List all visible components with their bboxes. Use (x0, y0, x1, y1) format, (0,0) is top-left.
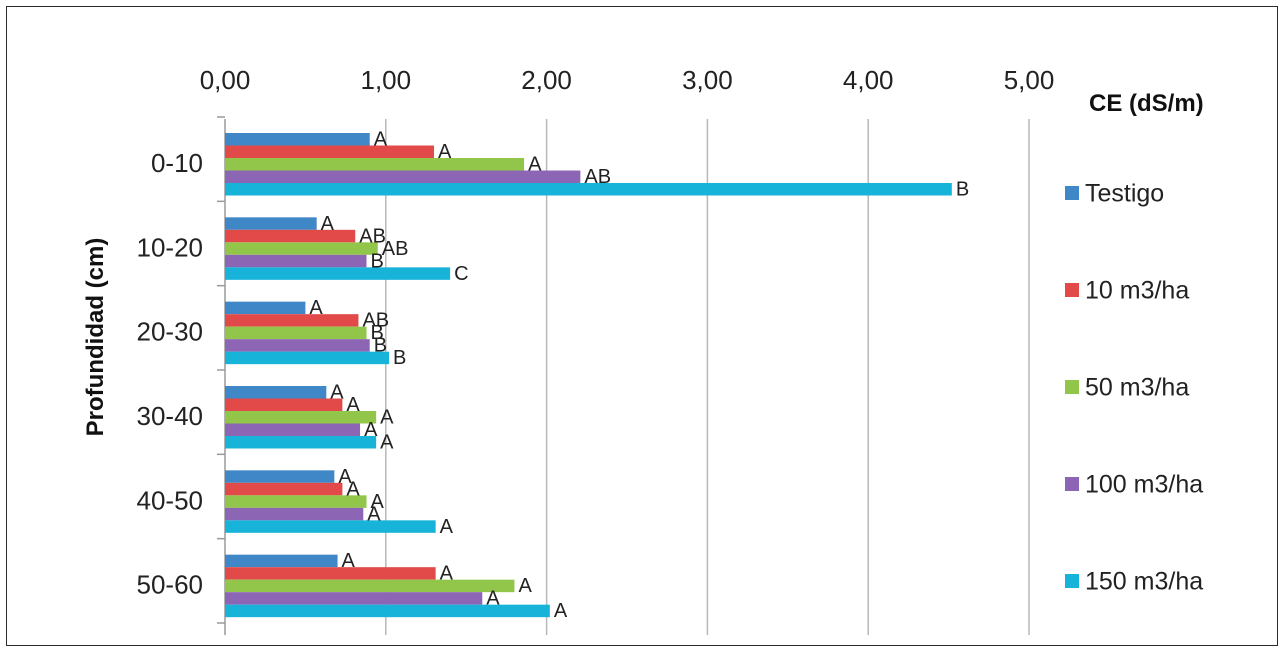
bar (225, 267, 451, 280)
grid-lines (224, 119, 1030, 635)
bar (225, 436, 377, 449)
x-tick-label: 4,00 (843, 65, 894, 95)
bar (225, 145, 435, 158)
data-label: A (364, 419, 378, 441)
x-axis-ticks: 0,00 1,00 2,00 3,00 4,00 5,00 (200, 65, 1055, 95)
data-label: A (380, 432, 394, 454)
data-label: A (440, 563, 454, 585)
data-label: AB (362, 310, 389, 332)
legend-label: 150 m3/ha (1085, 568, 1203, 596)
bar-chart: 0,00 1,00 2,00 3,00 4,00 5,00 0-10 10-20 20-30 3… (82, 65, 1204, 635)
bar (225, 592, 483, 605)
bar (225, 482, 343, 496)
bar (225, 133, 370, 146)
bar (225, 339, 370, 352)
data-label: A (346, 478, 360, 500)
legend-swatch (1065, 380, 1079, 394)
legend: Testigo 10 m3/ha 50 m3/ha 100 m3/ha 150 m3/h… (1065, 180, 1203, 596)
bar (225, 507, 364, 521)
bar (225, 183, 952, 196)
x-tick-label: 3,00 (682, 65, 733, 95)
bar (225, 229, 356, 243)
bar (225, 495, 367, 508)
bar (225, 411, 377, 424)
data-label: A (518, 575, 532, 597)
y-axis-title: Profundidad (cm) (82, 238, 109, 437)
data-label: B (371, 250, 384, 272)
x-tick-label: 2,00 (521, 65, 572, 95)
y-tick-label: 40-50 (137, 485, 204, 515)
y-tick-label: 30-40 (137, 401, 204, 431)
bar (225, 470, 335, 483)
legend-swatch (1065, 283, 1079, 297)
y-tick-label: 10-20 (137, 232, 204, 262)
legend-label: 50 m3/ha (1085, 374, 1189, 402)
y-tick-label: 50-60 (137, 570, 204, 600)
bar (225, 217, 317, 230)
data-label: A (338, 466, 352, 488)
data-label: A (346, 394, 360, 416)
bar (225, 520, 436, 533)
x-axis-title: CE (dS/m) (1089, 90, 1204, 117)
data-label: A (367, 503, 381, 525)
data-label: A (330, 382, 344, 404)
bar (225, 567, 436, 580)
x-tick-label: 5,00 (1004, 65, 1055, 95)
figure-frame: 0,00 1,00 2,00 3,00 4,00 5,00 0-10 10-20 20-30 3… (6, 6, 1278, 646)
data-label: A (440, 516, 454, 538)
legend-label: Testigo (1085, 180, 1164, 208)
data-label: A (371, 491, 385, 513)
x-tick-label: 1,00 (360, 65, 411, 95)
bar (225, 314, 359, 327)
bar (225, 170, 581, 183)
bar (225, 326, 367, 340)
data-label: A (309, 297, 323, 319)
y-tick-label: 20-30 (137, 317, 204, 347)
bar (225, 254, 367, 268)
bar (225, 579, 515, 593)
bar (225, 242, 378, 255)
legend-label: 10 m3/ha (1085, 277, 1189, 305)
bars-group (225, 133, 952, 618)
bar (225, 351, 390, 365)
data-label: A (554, 600, 568, 622)
y-tick-label: 0-10 (151, 148, 203, 178)
legend-swatch (1065, 574, 1079, 588)
bar (225, 423, 361, 436)
y-axis-ticks: 0-10 10-20 20-30 30-40 40-50 50-60 (137, 116, 225, 624)
bar (225, 158, 525, 171)
data-label: A (342, 550, 356, 572)
data-label: B (393, 347, 406, 369)
legend-swatch (1065, 477, 1079, 491)
data-label: A (486, 588, 500, 610)
legend-label: 100 m3/ha (1085, 471, 1203, 499)
data-label: A (528, 154, 542, 176)
bar (225, 301, 306, 315)
data-label: A (374, 129, 388, 151)
data-label: B (956, 179, 969, 201)
x-tick-label: 0,00 (200, 65, 251, 95)
data-label: AB (584, 166, 611, 188)
legend-swatch (1065, 186, 1079, 200)
data-label: AB (382, 238, 409, 260)
bar (225, 398, 343, 411)
data-label: A (321, 213, 335, 235)
data-label: AB (359, 225, 386, 247)
data-label: A (438, 141, 452, 163)
bar (225, 604, 550, 618)
bar (225, 554, 338, 568)
bar (225, 386, 327, 399)
data-label: B (374, 335, 387, 357)
data-label: B (371, 322, 384, 344)
data-label: A (380, 407, 394, 429)
data-label: C (454, 263, 468, 285)
